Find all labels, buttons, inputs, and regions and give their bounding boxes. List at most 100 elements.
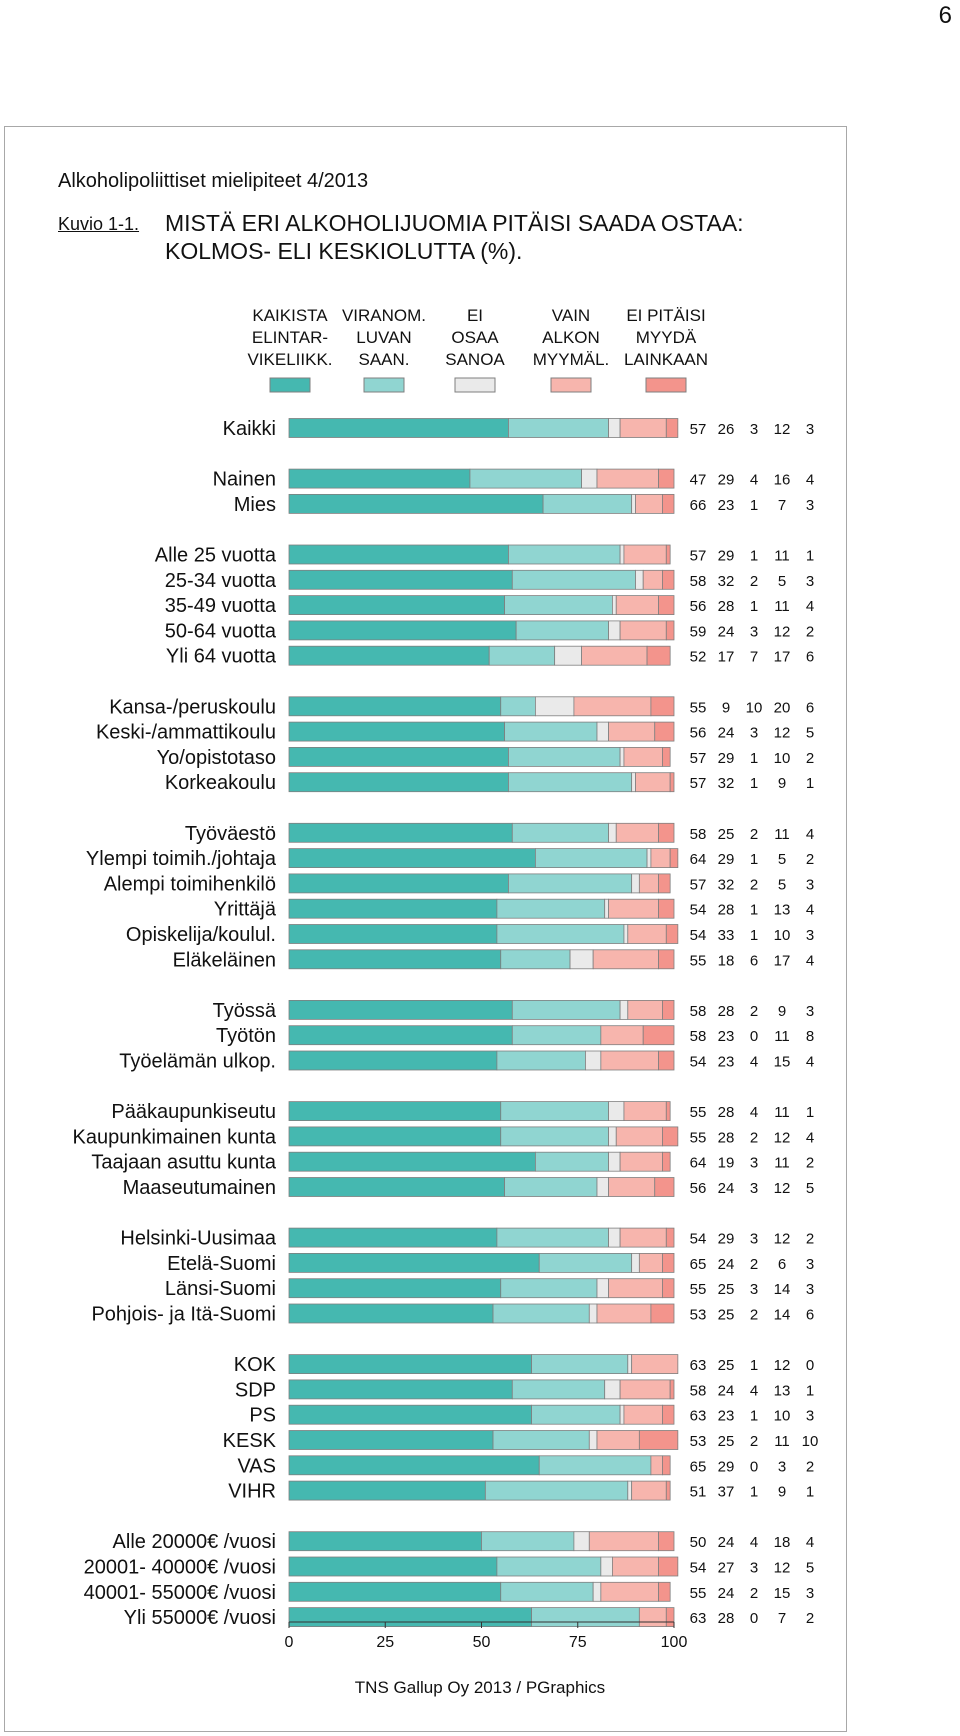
bar-row: Alle 25 vuotta 57 29 1 11 1 bbox=[155, 545, 814, 567]
data-label: 1 bbox=[750, 927, 758, 944]
data-label: 12 bbox=[774, 1180, 791, 1197]
data-label: 25 bbox=[718, 826, 735, 843]
bar-segment-viranom bbox=[515, 620, 609, 641]
row-label: Maaseutumainen bbox=[123, 1177, 276, 1199]
data-label: 54 bbox=[690, 1560, 707, 1577]
bar-segment-vain-alkon bbox=[608, 1278, 663, 1299]
row-label: Yli 55000€ /vuosi bbox=[124, 1607, 276, 1629]
bar-segment-vain-alkon bbox=[615, 822, 659, 843]
data-label: 3 bbox=[778, 1458, 786, 1475]
bar-segment-ei-pitaisi bbox=[669, 772, 675, 793]
data-label: 2 bbox=[750, 1256, 758, 1273]
row-label: Pohjois- ja Itä-Suomi bbox=[91, 1304, 276, 1326]
bar-segment-viranom bbox=[508, 544, 621, 565]
bar-segment-vain-alkon bbox=[596, 1430, 640, 1450]
report-title: Alkoholipoliittiset mielipiteet 4/2013 bbox=[58, 170, 369, 192]
data-label: 29 bbox=[718, 851, 735, 868]
data-label: 10 bbox=[746, 699, 763, 716]
bar-segment-kaikista bbox=[288, 949, 502, 970]
legend-item-5: EI PITÄISI MYYDÄ LAINKAAN bbox=[624, 306, 708, 393]
row-label: Alempi toimihenkilö bbox=[104, 873, 276, 895]
bar-row: Pääkaupunkiseutu 55 28 4 11 1 bbox=[111, 1101, 814, 1123]
row-label: Kaupunkimainen kunta bbox=[73, 1126, 277, 1148]
data-label: 1 bbox=[806, 775, 814, 792]
data-label: 3 bbox=[806, 1256, 814, 1273]
figure-title-line-2: KOLMOS- ELI KESKIOLUTTA (%). bbox=[165, 238, 523, 264]
bar-row: KESK 53 25 2 11 10 bbox=[223, 1430, 819, 1452]
bar-segment-ei-osaa bbox=[631, 1253, 640, 1273]
data-label: 9 bbox=[778, 775, 786, 792]
data-label: 4 bbox=[750, 1534, 758, 1551]
row-label: PS bbox=[249, 1405, 276, 1427]
bar-segment-ei-osaa bbox=[573, 1531, 590, 1552]
data-label: 5 bbox=[778, 876, 786, 893]
bar-row: Yrittäjä 54 28 1 13 4 bbox=[214, 899, 814, 921]
bar-segment-viranom bbox=[500, 949, 571, 970]
row-label: Etelä-Suomi bbox=[167, 1253, 276, 1275]
bar-segment-ei-osaa bbox=[596, 1177, 609, 1197]
data-label: 23 bbox=[718, 1408, 735, 1425]
bar-segment-ei-osaa bbox=[600, 1556, 613, 1577]
data-label: 6 bbox=[806, 649, 814, 666]
data-label: 51 bbox=[690, 1484, 707, 1501]
data-label: 9 bbox=[778, 1003, 786, 1020]
data-label: 2 bbox=[750, 573, 758, 590]
bar-segment-kaikista bbox=[288, 1455, 540, 1476]
bar-segment-kaikista bbox=[288, 569, 513, 590]
bar-segment-viranom bbox=[511, 1000, 621, 1020]
bar-segment-viranom bbox=[535, 1151, 609, 1172]
data-label: 3 bbox=[750, 1231, 758, 1248]
bar-row: Ylempi toimih./johtaja 64 29 1 5 2 bbox=[86, 848, 814, 870]
row-label: 35-49 vuotta bbox=[165, 595, 277, 617]
bar-segment-ei-osaa bbox=[608, 1101, 625, 1121]
bar-segment-ei-osaa bbox=[588, 1430, 598, 1450]
bar-segment-vain-alkon bbox=[619, 1151, 663, 1172]
data-label: 13 bbox=[774, 1382, 791, 1399]
bar-segment-viranom bbox=[500, 696, 536, 717]
data-label: 50 bbox=[690, 1534, 707, 1551]
x-tick-label: 0 bbox=[285, 1634, 294, 1651]
bar-row: Työelämän ulkop. 54 23 4 15 4 bbox=[119, 1051, 814, 1073]
bar-segment-ei-pitaisi bbox=[662, 747, 671, 767]
data-label: 1 bbox=[806, 1484, 814, 1501]
data-label: 2 bbox=[750, 1585, 758, 1602]
data-label: 3 bbox=[750, 725, 758, 742]
bar-segment-ei-pitaisi bbox=[658, 595, 675, 615]
data-label: 2 bbox=[750, 1433, 758, 1450]
data-label: 59 bbox=[690, 623, 707, 640]
bar-segment-kaikista bbox=[288, 1101, 502, 1121]
bar-segment-ei-osaa bbox=[627, 1354, 633, 1374]
row-label: Ylempi toimih./johtaja bbox=[86, 848, 277, 870]
x-tick-label: 75 bbox=[569, 1634, 587, 1651]
bar-segment-viranom bbox=[508, 747, 621, 767]
data-label: 11 bbox=[774, 548, 790, 565]
data-label: 4 bbox=[750, 1382, 758, 1399]
data-label: 16 bbox=[774, 472, 791, 489]
bar-segment-ei-pitaisi bbox=[658, 468, 675, 489]
bar-segment-ei-osaa bbox=[623, 924, 629, 944]
row-label: Länsi-Suomi bbox=[165, 1278, 276, 1300]
bar-segment-ei-osaa bbox=[554, 645, 583, 666]
bar-row: Keski-/ammattikoulu 56 24 3 12 5 bbox=[96, 722, 814, 744]
data-label: 26 bbox=[718, 421, 735, 438]
bar-segment-viranom bbox=[492, 1430, 590, 1450]
bar-segment-ei-pitaisi bbox=[642, 1025, 675, 1046]
bar-segment-vain-alkon bbox=[623, 544, 667, 565]
data-label: 1 bbox=[750, 775, 758, 792]
bar-segment-ei-pitaisi bbox=[650, 696, 675, 717]
data-label: 32 bbox=[718, 775, 735, 792]
data-label: 1 bbox=[806, 1382, 814, 1399]
row-label: VAS bbox=[237, 1455, 276, 1477]
bar-segment-viranom bbox=[511, 1025, 602, 1046]
bar-segment-kaikista bbox=[288, 1126, 502, 1147]
bar-segment-ei-pitaisi bbox=[669, 1379, 675, 1400]
bar-row: PS 63 23 1 10 3 bbox=[249, 1405, 814, 1427]
bar-row: Helsinki-Uusimaa 54 29 3 12 2 bbox=[120, 1228, 814, 1250]
row-label: 50-64 vuotta bbox=[165, 620, 277, 642]
data-label: 3 bbox=[806, 927, 814, 944]
data-label: 28 bbox=[718, 902, 735, 919]
bar-row: Eläkeläinen 55 18 6 17 4 bbox=[173, 949, 815, 971]
legend-label-line: VAIN bbox=[552, 306, 590, 325]
data-label: 17 bbox=[774, 649, 791, 666]
bar-segment-ei-pitaisi bbox=[658, 1581, 671, 1602]
